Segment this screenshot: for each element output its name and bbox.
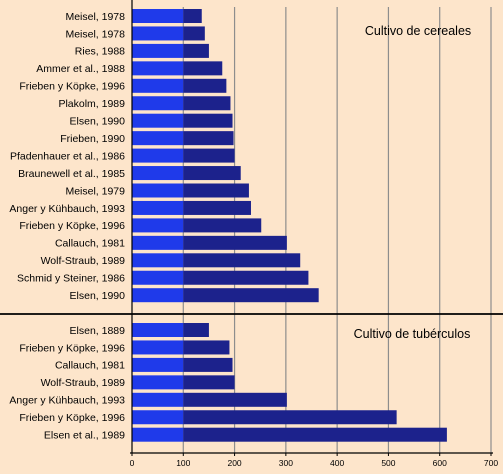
bar — [132, 410, 184, 425]
bar — [132, 183, 184, 198]
bar — [183, 96, 231, 111]
category-label: Meisel, 1979 — [65, 185, 125, 197]
category-label: Ries, 1988 — [75, 46, 125, 58]
bar — [183, 410, 397, 425]
x-tick-label: 500 — [381, 458, 395, 468]
category-label: Frieben y Köpke, 1996 — [19, 220, 125, 232]
category-label: Frieben y Köpke, 1996 — [19, 81, 125, 93]
bar — [183, 235, 287, 250]
category-label: Pfadenhauer et al., 1986 — [10, 150, 125, 162]
bar — [132, 340, 184, 355]
category-label: Meisel, 1978 — [65, 28, 125, 40]
bar — [132, 270, 184, 285]
bar — [183, 218, 262, 233]
x-tick-label: 400 — [330, 458, 344, 468]
bar — [132, 427, 184, 442]
category-label: Elsen, 1990 — [70, 290, 126, 302]
bar — [132, 26, 184, 41]
x-tick-label: 300 — [279, 458, 293, 468]
bar — [132, 131, 184, 146]
x-tick-label: 700 — [484, 458, 498, 468]
category-label: Anger y Kühbauch, 1993 — [9, 395, 125, 407]
bar — [183, 375, 235, 390]
bar — [132, 166, 184, 181]
bar — [183, 113, 233, 128]
chart-panel: Meisel, 1978 Meisel, 1978 Ries, 1988 Ammer … — [9, 9, 471, 303]
bar — [132, 253, 184, 268]
bar — [183, 427, 447, 442]
panel-title: Cultivo de cereales — [365, 24, 471, 38]
bar — [183, 61, 223, 76]
bar — [183, 166, 241, 181]
category-label: Meisel, 1978 — [65, 11, 125, 23]
chart-panels: Meisel, 1978 Meisel, 1978 Ries, 1988 Ammer … — [0, 9, 503, 442]
bar — [132, 148, 184, 163]
category-label: Wolf-Straub, 1989 — [41, 377, 126, 389]
grid-lines — [182, 7, 492, 453]
category-label: Wolf-Straub, 1989 — [41, 255, 126, 267]
bar — [132, 43, 184, 58]
category-label: Ammer et al., 1988 — [36, 63, 125, 75]
panel-title: Cultivo de tubérculos — [354, 327, 471, 341]
bar — [183, 148, 235, 163]
x-tick-label: 600 — [433, 458, 447, 468]
x-tick-label: 200 — [227, 458, 241, 468]
bar — [183, 131, 234, 146]
bar — [132, 96, 184, 111]
category-label: Plakolm, 1989 — [58, 98, 125, 110]
category-label: Elsen, 1990 — [70, 116, 126, 128]
bar — [132, 288, 184, 303]
bar — [132, 235, 184, 250]
bar — [132, 323, 184, 337]
category-label: Callauch, 1981 — [55, 360, 125, 372]
bar — [183, 200, 251, 215]
category-label: Frieben y Köpke, 1996 — [19, 412, 125, 424]
bar — [183, 183, 249, 198]
category-label: Braunewell et al., 1985 — [18, 168, 125, 180]
bar — [132, 200, 184, 215]
bar — [183, 78, 227, 93]
bar — [183, 9, 202, 23]
bar — [132, 113, 184, 128]
bar — [183, 43, 209, 58]
bar — [132, 375, 184, 390]
chart-panel: Elsen, 1889 Frieben y Köpke, 1996 Callauch… — [9, 323, 470, 442]
bar — [183, 392, 287, 407]
x-axis: 0 100 200 300 400 500 600 700 — [130, 0, 498, 468]
category-label: Callauch, 1981 — [55, 238, 125, 250]
bar — [183, 357, 233, 372]
bar — [183, 323, 209, 337]
bar — [183, 288, 319, 303]
x-tick-label: 0 — [130, 458, 135, 468]
category-label: Frieben y Köpke, 1996 — [19, 342, 125, 354]
bar — [132, 9, 184, 23]
bar — [132, 78, 184, 93]
category-label: Schmid y Steiner, 1986 — [17, 273, 125, 285]
bar — [132, 218, 184, 233]
category-label: Frieben, 1990 — [60, 133, 125, 145]
bar — [132, 357, 184, 372]
category-label: Anger y Kühbauch, 1993 — [9, 203, 125, 215]
bar — [183, 26, 205, 41]
x-tick-label: 100 — [176, 458, 190, 468]
bar — [183, 270, 309, 285]
bar — [183, 253, 301, 268]
bar — [132, 392, 184, 407]
category-label: Elsen et al., 1989 — [44, 430, 125, 442]
category-label: Elsen, 1889 — [70, 325, 126, 337]
bar — [183, 340, 230, 355]
bar — [132, 61, 184, 76]
